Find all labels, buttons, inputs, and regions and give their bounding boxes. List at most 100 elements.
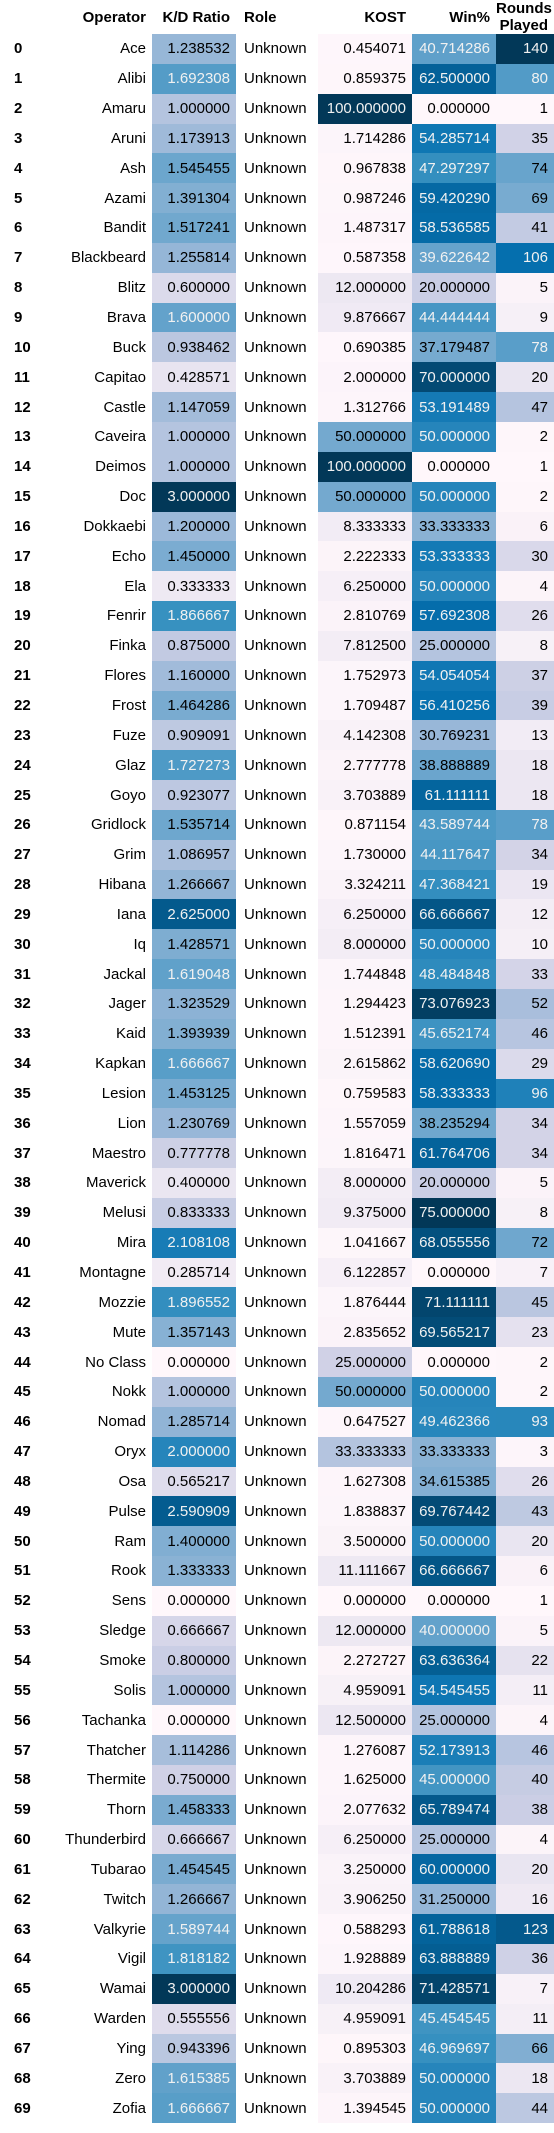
rounds-played-cell: 66 bbox=[496, 2033, 554, 2064]
win-pct-cell: 68.055556 bbox=[412, 1227, 496, 1258]
kost-cell: 1.709487 bbox=[318, 690, 412, 721]
operator-cell: Blackbeard bbox=[70, 249, 146, 267]
win-pct-cell: 71.428571 bbox=[412, 1973, 496, 2004]
row-index: 53 bbox=[14, 1622, 31, 1640]
kd-ratio-cell: 0.333333 bbox=[152, 571, 236, 602]
role-cell: Unknown bbox=[244, 100, 307, 118]
row-index: 6 bbox=[14, 219, 23, 237]
role-cell: Unknown bbox=[244, 1651, 307, 1669]
win-pct-cell: 0.000000 bbox=[412, 1257, 496, 1288]
operator-cell: Castle bbox=[103, 398, 146, 416]
role-cell: Unknown bbox=[244, 1801, 307, 1819]
role-cell: Unknown bbox=[244, 1920, 307, 1938]
role-cell: Unknown bbox=[244, 607, 307, 625]
operator-cell: Azami bbox=[104, 189, 146, 207]
win-pct-cell: 20.000000 bbox=[412, 272, 496, 303]
rounds-played-cell: 34 bbox=[496, 839, 554, 870]
table-row: 7 Blackbeard 1.255814 Unknown 0.587358 39.622… bbox=[0, 242, 554, 273]
role-cell: Unknown bbox=[244, 1890, 307, 1908]
rounds-played-cell: 69 bbox=[496, 183, 554, 214]
role-cell: Unknown bbox=[244, 279, 307, 297]
operator-cell: Flores bbox=[104, 667, 146, 685]
kost-cell: 9.375000 bbox=[318, 1197, 412, 1228]
operator-cell: Warden bbox=[94, 2010, 146, 2028]
table-row: 32 Jager 1.323529 Unknown 1.294423 73.076923 5… bbox=[0, 989, 554, 1019]
win-pct-cell: 62.500000 bbox=[412, 63, 496, 94]
table-row: 16 Dokkaebi 1.200000 Unknown 8.333333 33.3333… bbox=[0, 511, 554, 542]
rounds-played-cell: 3 bbox=[496, 1436, 554, 1467]
kd-ratio-cell: 1.517241 bbox=[152, 213, 236, 243]
win-pct-cell: 30.769231 bbox=[412, 720, 496, 751]
operator-cell: Zofia bbox=[112, 2099, 146, 2117]
role-cell: Unknown bbox=[244, 846, 307, 864]
kd-ratio-cell: 1.147059 bbox=[152, 392, 236, 422]
rounds-played-cell: 44 bbox=[496, 2093, 554, 2124]
row-index: 47 bbox=[14, 1443, 31, 1461]
rounds-played-cell: 4 bbox=[496, 571, 554, 602]
operator-cell: Echo bbox=[111, 547, 146, 565]
table-row: 19 Fenrir 1.866667 Unknown 2.810769 57.692308… bbox=[0, 601, 554, 631]
table-row: 24 Glaz 1.727273 Unknown 2.777778 38.888889 18 bbox=[0, 750, 554, 781]
role-cell: Unknown bbox=[244, 70, 307, 88]
rounds-played-cell: 20 bbox=[496, 1854, 554, 1885]
row-index: 45 bbox=[14, 1383, 31, 1401]
role-cell: Unknown bbox=[244, 1532, 307, 1550]
kost-cell: 7.812500 bbox=[318, 630, 412, 661]
kd-ratio-cell: 0.875000 bbox=[152, 630, 236, 661]
operator-cell: Osa bbox=[118, 1472, 146, 1490]
table-row: 69 Zofia 1.666667 Unknown 1.394545 50.000000 4… bbox=[0, 2093, 554, 2124]
operator-cell: Bandit bbox=[103, 219, 146, 237]
rounds-played-cell: 1 bbox=[496, 93, 554, 124]
role-cell: Unknown bbox=[244, 1055, 307, 1073]
table-row: 42 Mozzie 1.896552 Unknown 1.876444 71.111111… bbox=[0, 1287, 554, 1318]
rounds-played-cell: 26 bbox=[496, 601, 554, 631]
kd-ratio-cell: 0.938462 bbox=[152, 332, 236, 363]
operator-cell: Tubarao bbox=[90, 1860, 146, 1878]
table-row: 45 Nokk 1.000000 Unknown 50.000000 50.000000 2 bbox=[0, 1376, 554, 1407]
role-cell: Unknown bbox=[244, 2010, 307, 2028]
role-cell: Unknown bbox=[244, 189, 307, 207]
win-pct-cell: 73.076923 bbox=[412, 989, 496, 1019]
kd-ratio-cell: 1.000000 bbox=[152, 1675, 236, 1706]
kost-cell: 6.250000 bbox=[318, 571, 412, 602]
kd-ratio-cell: 1.896552 bbox=[152, 1287, 236, 1318]
row-index: 41 bbox=[14, 1264, 31, 1282]
kd-ratio-cell: 0.600000 bbox=[152, 272, 236, 303]
win-pct-cell: 70.000000 bbox=[412, 362, 496, 393]
kost-cell: 2.272727 bbox=[318, 1645, 412, 1676]
table-row: 60 Thunderbird 0.666667 Unknown 6.250000 25.0… bbox=[0, 1824, 554, 1855]
rounds-played-cell: 5 bbox=[496, 1615, 554, 1646]
operator-cell: Caveira bbox=[94, 428, 146, 446]
kost-cell: 2.777778 bbox=[318, 750, 412, 781]
win-pct-cell: 75.000000 bbox=[412, 1197, 496, 1228]
kd-ratio-cell: 0.909091 bbox=[152, 720, 236, 751]
row-index: 17 bbox=[14, 547, 31, 565]
role-cell: Unknown bbox=[244, 1860, 307, 1878]
win-pct-cell: 57.692308 bbox=[412, 601, 496, 631]
operator-cell: Fenrir bbox=[106, 607, 146, 625]
role-cell: Unknown bbox=[244, 786, 307, 804]
operator-cell: Ying bbox=[116, 2039, 146, 2057]
rounds-played-cell: 38 bbox=[496, 1794, 554, 1825]
operator-cell: Finka bbox=[109, 637, 146, 655]
table-row: 4 Ash 1.545455 Unknown 0.967838 47.297297 74 bbox=[0, 153, 554, 184]
kd-ratio-cell: 1.000000 bbox=[152, 451, 236, 482]
win-pct-cell: 48.484848 bbox=[412, 959, 496, 989]
row-index: 8 bbox=[14, 279, 23, 297]
win-pct-cell: 38.235294 bbox=[412, 1108, 496, 1139]
kd-ratio-cell: 0.565217 bbox=[152, 1466, 236, 1497]
win-pct-cell: 0.000000 bbox=[412, 1347, 496, 1377]
win-pct-cell: 20.000000 bbox=[412, 1168, 496, 1198]
table-row: 28 Hibana 1.266667 Unknown 3.324211 47.368421… bbox=[0, 869, 554, 900]
operator-cell: Amaru bbox=[101, 100, 146, 118]
row-index: 59 bbox=[14, 1801, 31, 1819]
kd-ratio-cell: 1.000000 bbox=[152, 1376, 236, 1407]
operator-cell: Ram bbox=[114, 1532, 146, 1550]
win-pct-cell: 25.000000 bbox=[412, 1824, 496, 1855]
operator-cell: Mira bbox=[116, 1234, 146, 1252]
role-cell: Unknown bbox=[244, 1443, 307, 1461]
kost-cell: 3.703889 bbox=[318, 2063, 412, 2094]
row-index: 5 bbox=[14, 189, 23, 207]
row-index: 15 bbox=[14, 488, 31, 506]
table-row: 66 Warden 0.555556 Unknown 4.959091 45.454545… bbox=[0, 2003, 554, 2034]
